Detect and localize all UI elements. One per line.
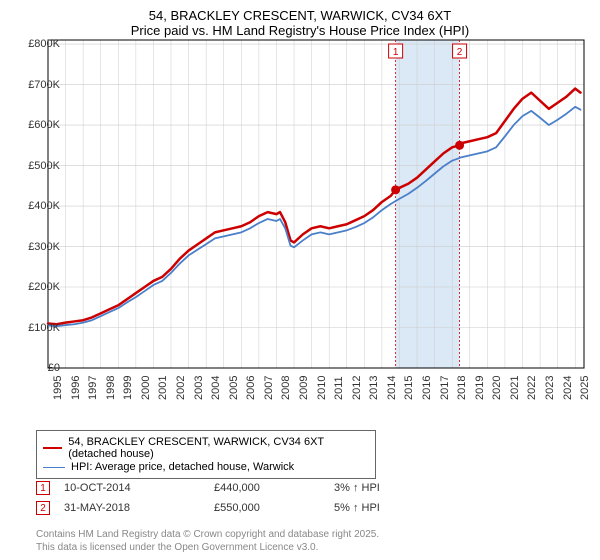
legend-swatch: [43, 447, 62, 449]
transaction-row: 1 10-OCT-2014£440,0003% ↑ HPI: [36, 478, 434, 498]
legend-label: 54, BRACKLEY CRESCENT, WARWICK, CV34 6XT…: [68, 436, 369, 460]
transaction-date: 10-OCT-2014: [64, 482, 214, 494]
legend-row: HPI: Average price, detached house, Warw…: [43, 461, 369, 473]
y-axis-tick-label: £400K: [16, 200, 60, 212]
legend-label: HPI: Average price, detached house, Warw…: [71, 461, 294, 473]
x-axis-tick-label: 2025: [579, 376, 600, 400]
transaction-delta: 3% ↑ HPI: [334, 482, 434, 494]
transaction-delta: 5% ↑ HPI: [334, 502, 434, 514]
title-line-1: 54, BRACKLEY CRESCENT, WARWICK, CV34 6XT: [0, 8, 600, 23]
legend: 54, BRACKLEY CRESCENT, WARWICK, CV34 6XT…: [36, 430, 376, 479]
y-axis-tick-label: £500K: [16, 160, 60, 172]
line-chart: 12: [48, 40, 584, 400]
y-axis-tick-label: £800K: [16, 38, 60, 50]
y-axis-tick-label: £100K: [16, 322, 60, 334]
y-axis-tick-label: £200K: [16, 281, 60, 293]
transaction-table: 1 10-OCT-2014£440,0003% ↑ HPI 2 31-MAY-2018…: [36, 478, 434, 518]
transaction-marker: 1: [36, 481, 50, 495]
footer-attribution: Contains HM Land Registry data © Crown c…: [36, 529, 379, 554]
y-axis-tick-label: £300K: [16, 241, 60, 253]
y-axis-tick-label: £0: [16, 362, 60, 374]
y-axis-tick-label: £600K: [16, 119, 60, 131]
transaction-date: 31-MAY-2018: [64, 502, 214, 514]
chart-area: 12: [48, 40, 584, 400]
title-line-2: Price paid vs. HM Land Registry's House …: [0, 23, 600, 38]
svg-text:1: 1: [393, 47, 399, 58]
transaction-marker: 2: [36, 501, 50, 515]
transaction-row: 2 31-MAY-2018£550,0005% ↑ HPI: [36, 498, 434, 518]
legend-row: 54, BRACKLEY CRESCENT, WARWICK, CV34 6XT…: [43, 436, 369, 460]
footer-line-2: This data is licensed under the Open Gov…: [36, 542, 379, 555]
legend-swatch: [43, 467, 65, 468]
chart-title: 54, BRACKLEY CRESCENT, WARWICK, CV34 6XT…: [0, 0, 600, 42]
footer-line-1: Contains HM Land Registry data © Crown c…: [36, 529, 379, 542]
transaction-price: £440,000: [214, 482, 334, 494]
transaction-price: £550,000: [214, 502, 334, 514]
svg-text:2: 2: [457, 47, 463, 58]
y-axis-tick-label: £700K: [16, 79, 60, 91]
